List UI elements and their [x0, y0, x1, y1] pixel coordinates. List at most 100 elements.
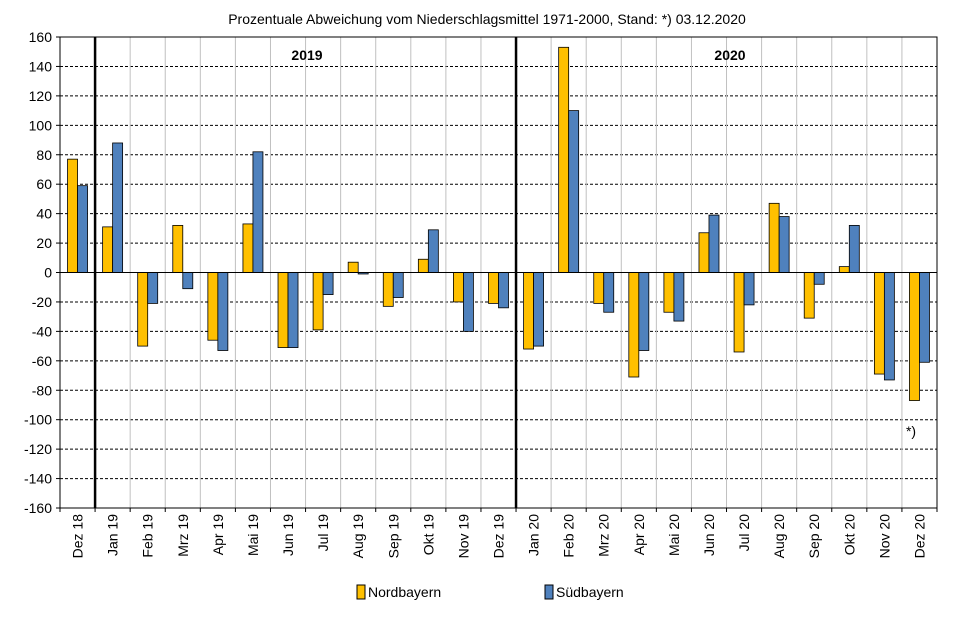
bar-nordbayern	[663, 272, 675, 313]
y-tick-labels: 160 140 120 100 80 60 40 20 0 -20 -40 -60 -80 -100 -12…	[24, 29, 52, 516]
bar-suedbayern	[112, 142, 124, 273]
x-tick-label: Jul 19	[315, 514, 331, 552]
bar-nordbayern	[558, 46, 570, 273]
bar-suedbayern	[217, 272, 229, 351]
x-tick-label: Feb 20	[561, 514, 577, 558]
y-tick-label: 20	[36, 235, 52, 251]
y-tick-label: -100	[24, 412, 52, 428]
y-tick-label: -40	[32, 323, 52, 339]
bar-nordbayern	[347, 261, 359, 273]
legend-label-suedbayern: Südbayern	[556, 584, 624, 600]
x-tick-label: Mai 19	[245, 514, 261, 556]
y-tick-label: -80	[32, 382, 52, 398]
bar-nordbayern	[488, 272, 499, 304]
bar-suedbayern	[848, 224, 860, 273]
y-tick-label: 80	[36, 147, 52, 163]
bar-nordbayern	[453, 272, 464, 303]
y-tick-label: -120	[24, 441, 52, 457]
bar-suedbayern	[182, 272, 194, 290]
x-tick-label: Jul 20	[736, 514, 752, 552]
bar-nordbayern	[733, 272, 745, 353]
chart-title: Prozentuale Abweichung vom Niederschlags…	[228, 11, 746, 27]
bar-suedbayern	[919, 272, 930, 363]
bar-suedbayern	[813, 272, 825, 285]
y-tick-label: 100	[29, 117, 53, 133]
bar-nordbayern	[768, 202, 780, 273]
bar-nordbayern	[277, 272, 289, 348]
y-tick-label: -60	[32, 353, 52, 369]
y-tick-label: 0	[44, 265, 52, 281]
bar-suedbayern	[252, 151, 264, 273]
x-tick-label: Aug 19	[350, 514, 366, 559]
bar-suedbayern	[743, 272, 755, 306]
x-tick-label: Nov 19	[455, 514, 471, 559]
bar-suedbayern	[147, 272, 159, 304]
legend-swatch-suedbayern	[544, 584, 554, 600]
bar-nordbayern	[242, 223, 254, 273]
x-tick-label: Apr 20	[631, 514, 647, 555]
bar-nordbayern	[172, 224, 184, 273]
bar-suedbayern	[673, 272, 685, 322]
annotations: 2019 2020 *)	[291, 47, 916, 439]
x-tick-label: Apr 19	[210, 514, 226, 555]
x-tick-label: Jun 20	[701, 514, 717, 556]
year-label-2019: 2019	[291, 47, 322, 63]
x-tick-label: Dez 19	[491, 514, 507, 559]
bar-nordbayern	[382, 272, 394, 307]
year-label-2020: 2020	[714, 47, 745, 63]
bar-suedbayern	[603, 272, 615, 313]
x-tick-label: Sep 20	[806, 514, 822, 559]
bar-nordbayern	[312, 272, 324, 331]
y-tick-label: -20	[32, 294, 52, 310]
legend-swatch-nordbayern	[356, 584, 366, 600]
bar-nordbayern	[137, 272, 149, 347]
bar-suedbayern	[533, 272, 544, 347]
legend-label-nordbayern: Nordbayern	[368, 584, 441, 600]
bar-nordbayern	[838, 266, 850, 273]
x-tick-labels: Dez 18 Jan 19 Feb 19 Mrz 19 Apr 19 Mai 19 Jun …	[70, 514, 928, 559]
x-tick-label: Okt 19	[420, 514, 436, 555]
x-tick-label: Sep 19	[385, 514, 401, 559]
bar-suedbayern	[883, 272, 895, 381]
bar-nordbayern	[67, 158, 78, 273]
bar-nordbayern	[207, 272, 219, 341]
x-tick-label: Feb 19	[140, 514, 156, 558]
bar-nordbayern	[102, 226, 114, 273]
bar-nordbayern	[873, 272, 885, 375]
bar-nordbayern	[909, 272, 920, 401]
bar-suedbayern	[287, 272, 299, 348]
bar-suedbayern	[568, 110, 580, 273]
bar-nordbayern	[593, 272, 605, 304]
y-tick-label: -140	[24, 471, 52, 487]
bar-nordbayern	[628, 272, 640, 378]
x-tick-label: Jan 20	[526, 514, 542, 556]
footnote-marker: *)	[906, 423, 916, 439]
x-tick-label: Okt 20	[841, 514, 857, 555]
bar-suedbayern	[77, 185, 88, 273]
bar-nordbayern	[523, 272, 534, 350]
bar-suedbayern	[778, 216, 790, 273]
x-tick-label: Jan 19	[105, 514, 121, 556]
x-tick-label: Dez 18	[70, 514, 86, 559]
bar-nordbayern	[417, 258, 429, 273]
y-tick-label: 40	[36, 206, 52, 222]
y-tick-label: 120	[29, 88, 53, 104]
plot-frame	[59, 36, 938, 509]
x-tick-label: Mrz 19	[175, 514, 191, 557]
axes	[56, 36, 938, 512]
y-tick-label: 160	[29, 29, 53, 45]
x-tick-label: Dez 20	[911, 514, 927, 559]
x-tick-label: Mrz 20	[596, 514, 612, 557]
bar-suedbayern	[638, 272, 650, 351]
bar-suedbayern	[427, 229, 439, 273]
x-tick-label: Nov 20	[876, 514, 892, 559]
bar-suedbayern	[463, 272, 474, 332]
bar-suedbayern	[708, 214, 720, 273]
bar-nordbayern	[698, 232, 710, 273]
x-tick-label: Aug 20	[771, 514, 787, 559]
y-tick-label: 140	[29, 58, 53, 74]
bar-suedbayern	[498, 272, 509, 309]
x-tick-label: Mai 20	[666, 514, 682, 556]
